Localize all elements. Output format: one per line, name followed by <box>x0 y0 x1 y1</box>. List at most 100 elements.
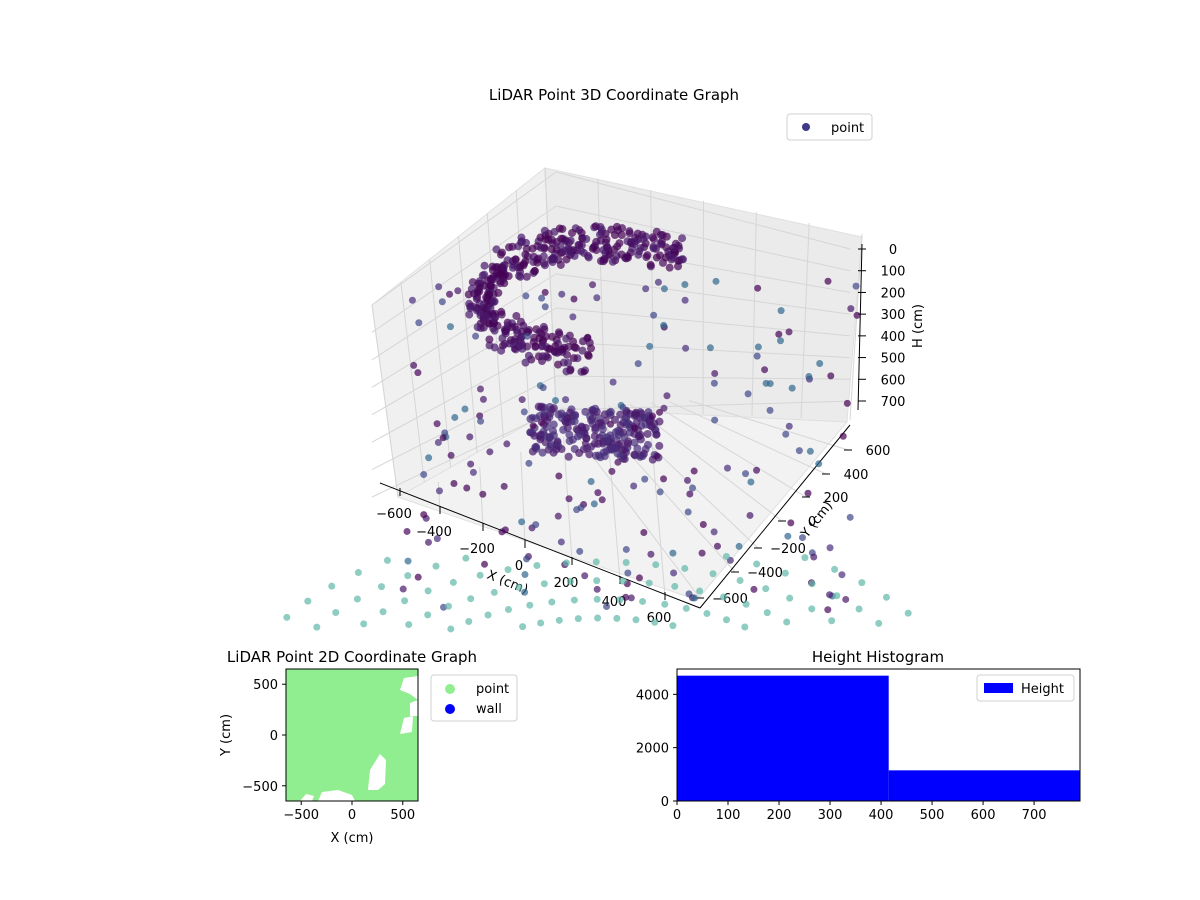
point-3d-floor <box>562 559 570 567</box>
point-3d <box>532 325 541 334</box>
title-3d: LiDAR Point 3D Coordinate Graph <box>489 86 739 104</box>
z-tick-label: 200 <box>881 286 906 301</box>
plot-3d: LiDAR Point 3D Coordinate Graph −600 −400… <box>283 86 926 633</box>
point-3d <box>523 332 531 340</box>
point-3d <box>576 430 585 439</box>
point-3d <box>590 432 599 441</box>
point-3d <box>607 420 615 428</box>
point-3d-floor <box>833 592 841 600</box>
y-grid-line <box>669 401 827 475</box>
point-3d <box>424 538 432 546</box>
point-3d <box>541 235 550 244</box>
point-3d-floor <box>616 596 624 604</box>
point-3d <box>414 573 422 581</box>
point-3d <box>526 429 534 437</box>
point-3d <box>782 430 790 438</box>
point-3d <box>591 404 600 413</box>
point-3d <box>603 602 611 610</box>
point-3d <box>585 450 594 459</box>
point-3d <box>623 237 632 246</box>
point-3d <box>539 252 548 261</box>
point-3d <box>490 326 499 335</box>
point-3d <box>590 500 598 508</box>
z-grid-line-left <box>371 171 557 306</box>
point-3d <box>712 277 720 285</box>
x-tick-label-hist: 200 <box>767 808 792 823</box>
point-3d <box>570 295 578 303</box>
point-3d <box>581 572 589 580</box>
point-3d-floor <box>682 604 690 612</box>
point-3d <box>589 281 597 289</box>
point-3d <box>486 303 495 312</box>
point-3d-floor <box>808 580 816 588</box>
point-3d <box>581 439 589 447</box>
point-3d-floor <box>703 610 711 618</box>
point-3d-floor <box>741 623 749 631</box>
point-3d-floor <box>332 609 340 617</box>
point-3d <box>404 557 412 565</box>
point-3d <box>785 422 793 430</box>
point-3d <box>480 261 489 270</box>
point-3d <box>711 369 719 377</box>
point-3d <box>711 416 719 424</box>
point-3d <box>565 495 573 503</box>
point-3d <box>549 253 558 262</box>
histogram-frame <box>676 668 1081 802</box>
point-3d-floor <box>753 560 761 568</box>
point-3d <box>600 452 609 461</box>
point-3d <box>591 451 600 460</box>
point-3d-floor <box>283 613 291 621</box>
point-3d <box>425 454 433 462</box>
point-3d <box>420 511 428 519</box>
point-3d <box>538 448 547 457</box>
point-3d <box>815 460 823 468</box>
ticks-2d: −500 0 500 500 0 −500 <box>242 678 415 823</box>
y-tick-label: 600 <box>866 444 891 459</box>
legend-2d-point-label: point <box>476 682 509 697</box>
point-3d-floor <box>858 579 866 587</box>
legend-hist-box <box>976 674 1075 702</box>
void-mid <box>368 754 386 790</box>
point-3d <box>571 343 580 352</box>
point-3d <box>582 235 591 244</box>
point-3d <box>631 237 640 246</box>
x-tick-label: −400 <box>416 525 452 540</box>
point-3d-floor <box>401 597 409 605</box>
point-3d <box>549 404 558 413</box>
point-3d-floor <box>593 595 601 603</box>
point-3d-floor <box>639 597 647 605</box>
point-3d <box>806 447 814 455</box>
point-3d <box>565 430 574 439</box>
point-3d <box>805 373 813 381</box>
side-grid-line <box>458 236 478 453</box>
point-3d <box>569 313 577 321</box>
point-3d <box>586 412 595 421</box>
side-grid-line <box>371 304 399 498</box>
point-3d <box>710 379 718 387</box>
void-top-right <box>400 676 418 700</box>
point-3d <box>517 338 526 347</box>
legend-hist-label: Height <box>1021 682 1064 697</box>
point-3d-floor <box>723 616 731 624</box>
point-3d <box>576 547 584 555</box>
point-3d <box>689 484 697 492</box>
point-3d-floor <box>671 582 679 590</box>
point-3d-floor <box>645 579 653 587</box>
point-3d <box>558 290 566 298</box>
point-3d <box>787 519 795 527</box>
back-grid-line <box>800 222 810 419</box>
point-3d <box>559 425 568 434</box>
point-3d <box>735 542 743 550</box>
point-3d <box>598 496 606 504</box>
z-tick-label: 500 <box>881 352 906 367</box>
point-3d <box>652 430 661 439</box>
point-3d <box>549 431 558 440</box>
point-3d <box>522 292 530 300</box>
point-3d-floor <box>613 614 621 622</box>
point-3d <box>533 242 542 251</box>
y-tick-label-2d: 0 <box>270 729 278 744</box>
point-3d <box>557 414 566 423</box>
point-3d-floor <box>709 570 717 578</box>
point-3d-floor <box>781 569 789 577</box>
point-3d-floor <box>490 588 498 596</box>
